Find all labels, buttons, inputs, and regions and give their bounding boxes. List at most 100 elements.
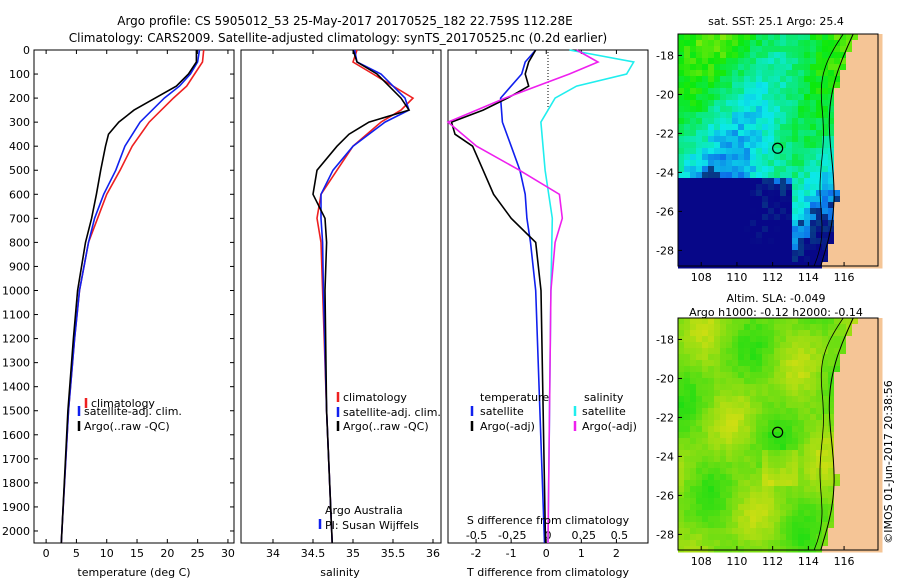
- map-cell: [846, 82, 853, 89]
- map-cell: [846, 58, 853, 65]
- map-cell: [798, 342, 805, 349]
- y-tick-label: 100: [9, 68, 30, 81]
- map-cell: [834, 432, 841, 439]
- map-cell: [702, 250, 709, 257]
- map-cell: [792, 142, 799, 149]
- map-cell: [726, 444, 733, 451]
- map-cell: [870, 408, 877, 415]
- map-cell: [780, 510, 787, 517]
- map-cell: [762, 444, 769, 451]
- map-cell: [756, 76, 763, 83]
- map-cell: [738, 148, 745, 155]
- map-cell: [852, 142, 859, 149]
- map-cell: [864, 136, 871, 143]
- map-cell: [720, 94, 727, 101]
- map-cell: [696, 342, 703, 349]
- map-cell: [726, 474, 733, 481]
- map-cell: [810, 142, 817, 149]
- map-cell: [828, 184, 835, 191]
- map-cell: [804, 208, 811, 215]
- map-cell: [708, 262, 715, 269]
- series-line-1: [320, 49, 410, 544]
- map-cell: [852, 414, 859, 421]
- map-cell: [690, 330, 697, 337]
- map-cell: [780, 82, 787, 89]
- map-cell: [768, 178, 775, 185]
- map-cell: [876, 202, 883, 209]
- map-cell: [792, 40, 799, 47]
- s-diff-tick-label: 0.5: [611, 529, 629, 542]
- salinity-panel: 34 34.5 35 35.5 36 salinity climatology sate…: [240, 49, 442, 579]
- map-cell: [744, 118, 751, 125]
- map-cell: [726, 522, 733, 529]
- map-cell: [774, 70, 781, 77]
- map-cell: [726, 184, 733, 191]
- map-cell: [738, 342, 745, 349]
- map-cell: [876, 40, 883, 47]
- map-cell: [780, 52, 787, 59]
- map-cell: [720, 528, 727, 535]
- map-cell: [780, 426, 787, 433]
- map-cell: [774, 46, 781, 53]
- map-cell: [738, 172, 745, 179]
- map-cell: [846, 330, 853, 337]
- map-cell: [816, 238, 823, 245]
- map-cell: [840, 546, 847, 553]
- map-cell: [792, 250, 799, 257]
- map-cell: [816, 522, 823, 529]
- map-cell: [858, 52, 865, 59]
- map-cell: [720, 178, 727, 185]
- map-cell: [864, 64, 871, 71]
- map-cell: [696, 256, 703, 263]
- map-cell: [786, 232, 793, 239]
- map-cell: [804, 190, 811, 197]
- map-cell: [792, 450, 799, 457]
- map-cell: [738, 58, 745, 65]
- map-y-tick-label: -26: [656, 489, 674, 502]
- map-cell: [702, 70, 709, 77]
- map-cell: [696, 226, 703, 233]
- map-cell: [720, 256, 727, 263]
- map-cell: [678, 408, 685, 415]
- map-cell: [744, 318, 751, 325]
- map-cell: [696, 486, 703, 493]
- map-cell: [816, 510, 823, 517]
- map-cell: [762, 202, 769, 209]
- map-cell: [822, 244, 829, 251]
- map-cell: [714, 402, 721, 409]
- map-cell: [690, 522, 697, 529]
- map-cell: [690, 64, 697, 71]
- map-cell: [762, 64, 769, 71]
- series-line-2: [60, 50, 198, 544]
- map-cell: [756, 250, 763, 257]
- map-cell: [774, 82, 781, 89]
- map-cell: [870, 396, 877, 403]
- map-cell: [786, 64, 793, 71]
- map-cell: [720, 64, 727, 71]
- map-cell: [756, 522, 763, 529]
- map-cell: [678, 486, 685, 493]
- map-cell: [720, 534, 727, 541]
- map-cell: [720, 142, 727, 149]
- map-cell: [678, 172, 685, 179]
- map-cell: [810, 58, 817, 65]
- map-cell: [846, 366, 853, 373]
- map-cell: [780, 208, 787, 215]
- map-cell: [684, 342, 691, 349]
- map-cell: [684, 546, 691, 553]
- map-cell: [840, 426, 847, 433]
- map-cell: [774, 214, 781, 221]
- map-cell: [738, 420, 745, 427]
- map-cell: [828, 390, 835, 397]
- map-cell: [846, 498, 853, 505]
- map-cell: [744, 366, 751, 373]
- map-cell: [810, 462, 817, 469]
- map-cell: [702, 342, 709, 349]
- map-cell: [690, 100, 697, 107]
- map-cell: [810, 250, 817, 257]
- map-cell: [750, 238, 757, 245]
- map-cell: [822, 256, 829, 263]
- map-cell: [756, 40, 763, 47]
- map-cell: [684, 190, 691, 197]
- map-cell: [702, 196, 709, 203]
